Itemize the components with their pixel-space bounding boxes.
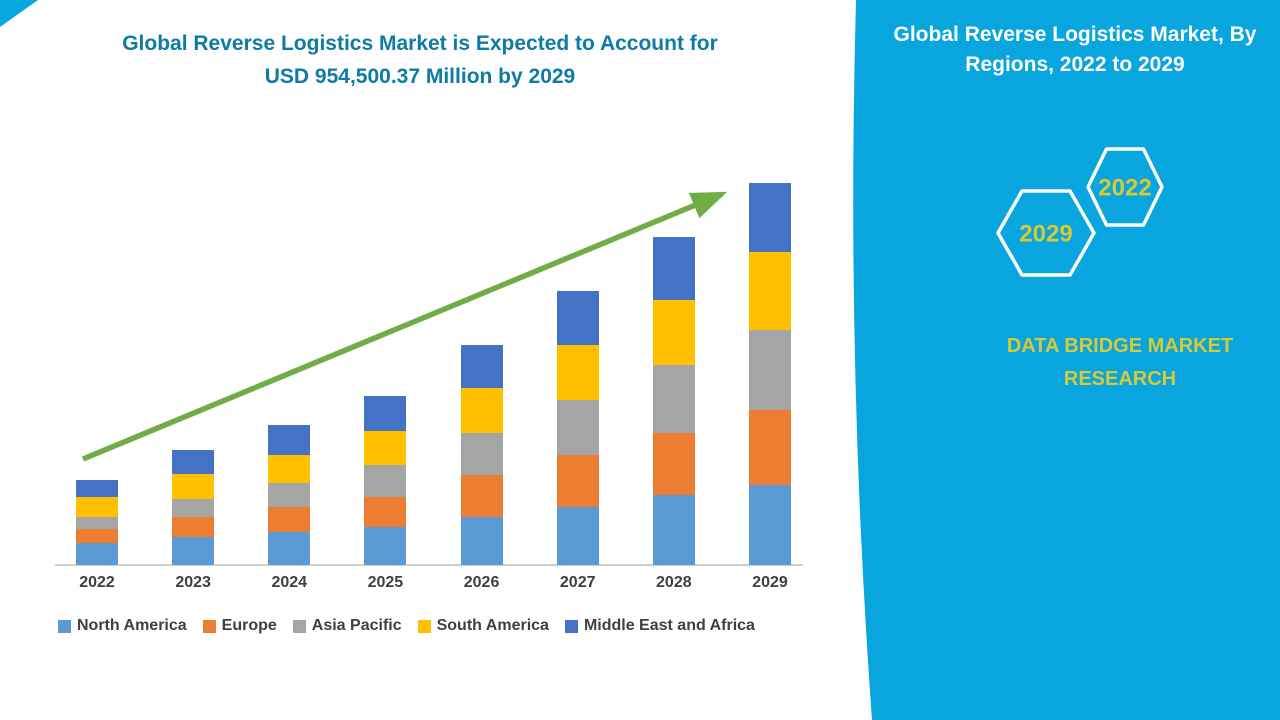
bar-segment-middle-east-and-africa: [76, 480, 118, 497]
bar-segment-europe: [460, 475, 503, 517]
x-axis-label: 2028: [656, 574, 692, 591]
bar-segment-north-america: [749, 485, 791, 565]
bar-segment-middle-east-and-africa: [460, 345, 503, 389]
x-axis-label: 2022: [79, 574, 115, 591]
bar-segment-middle-east-and-africa: [268, 424, 311, 455]
bar-segment-asia-pacific: [172, 499, 215, 517]
legend-label: Europe: [221, 617, 277, 634]
bar-segment-south-america: [652, 300, 695, 365]
legend-swatch-south-america: [417, 619, 431, 633]
bar-segment-asia-pacific: [460, 432, 503, 475]
x-axis-label: 2023: [175, 574, 211, 591]
bar-segment-asia-pacific: [556, 400, 599, 455]
bar-segment-north-america: [460, 517, 503, 565]
bar-segment-asia-pacific: [268, 482, 311, 508]
bar-segment-middle-east-and-africa: [749, 183, 791, 252]
x-axis-line: [55, 564, 803, 566]
bar-segment-asia-pacific: [749, 330, 791, 411]
bar-segment-middle-east-and-africa: [364, 396, 407, 431]
legend-item-europe: Europe: [202, 617, 277, 635]
bar-segment-europe: [364, 497, 407, 527]
legend-swatch-europe: [202, 619, 216, 633]
bar-segment-north-america: [268, 532, 311, 565]
legend-swatch-asia-pacific: [292, 619, 306, 633]
panel-title: Global Reverse Logistics Market, By Regi…: [893, 23, 1257, 77]
legend-item-south-america: South America: [417, 617, 549, 635]
bar-segment-south-america: [364, 430, 407, 465]
legend-label: Asia Pacific: [311, 617, 402, 634]
legend-label: North America: [77, 617, 187, 634]
bar-segment-europe: [749, 410, 791, 485]
bar-segment-europe: [268, 507, 311, 533]
hexagon-badge-2022-label: 2022: [1098, 175, 1151, 202]
legend-item-middle-east-and-africa: Middle East and Africa: [564, 617, 755, 635]
bar-segment-north-america: [364, 527, 407, 565]
bar-segment-asia-pacific: [76, 517, 118, 529]
legend-swatch-north-america: [58, 619, 71, 633]
bar-segment-south-america: [76, 497, 118, 517]
hexagon-badge-2029: [996, 189, 1096, 277]
brand-line1: DATA BRIDGE MARKET: [1006, 335, 1234, 357]
x-axis-label: 2026: [463, 574, 500, 591]
bar-segment-middle-east-and-africa: [652, 237, 695, 300]
year-hexagon-badges: 2022 2029: [996, 147, 1164, 277]
chart-legend: North America Europe Asia Pacific South Ame…: [58, 617, 755, 635]
bar-segment-south-america: [749, 252, 791, 330]
x-axis-label: 2027: [559, 574, 596, 591]
chart-headline: Global Reverse Logistics Market is Expec…: [60, 28, 780, 93]
bar-segment-south-america: [268, 454, 311, 483]
legend-item-asia-pacific: Asia Pacific: [292, 617, 402, 635]
bar-segment-north-america: [556, 507, 599, 565]
chart-headline-line1: Global Reverse Logistics Market is Expec…: [122, 32, 718, 55]
bar-segment-north-america: [652, 495, 695, 565]
bar-segment-north-america: [172, 537, 215, 565]
bar-segment-middle-east-and-africa: [172, 450, 215, 475]
legend-item-north-america: North America: [58, 617, 187, 635]
bar-segment-asia-pacific: [652, 364, 695, 433]
corner-accent-triangle: [0, 0, 38, 27]
hexagon-badge-2022: [1086, 147, 1164, 227]
x-axis-label: 2029: [752, 574, 788, 591]
hexagon-badge-2029-label: 2029: [1019, 221, 1072, 248]
x-axis-label: 2024: [271, 574, 308, 591]
chart-headline-line2: USD 954,500.37 Million by 2029: [264, 64, 576, 88]
bar-segment-asia-pacific: [364, 464, 407, 497]
legend-label: Middle East and Africa: [583, 617, 755, 634]
bar-segment-europe: [172, 517, 215, 537]
bar-segment-south-america: [172, 474, 215, 499]
legend-label: South America: [436, 617, 549, 634]
bar-segment-middle-east-and-africa: [556, 291, 599, 346]
bar-segment-south-america: [460, 388, 503, 433]
bar-segment-south-america: [556, 345, 599, 401]
bar-segment-north-america: [76, 543, 118, 565]
legend-swatch-middle-east-and-africa: [564, 619, 578, 633]
right-panel-shape: [853, 0, 1280, 720]
x-axis-label: 2025: [367, 574, 404, 591]
brand-wordmark: DATA BRIDGE MARKET RESEARCH: [940, 330, 1280, 396]
brand-line2: RESEARCH: [1063, 368, 1177, 390]
bar-segment-europe: [556, 454, 599, 507]
bar-segment-europe: [652, 432, 695, 495]
bar-segment-europe: [76, 529, 118, 543]
